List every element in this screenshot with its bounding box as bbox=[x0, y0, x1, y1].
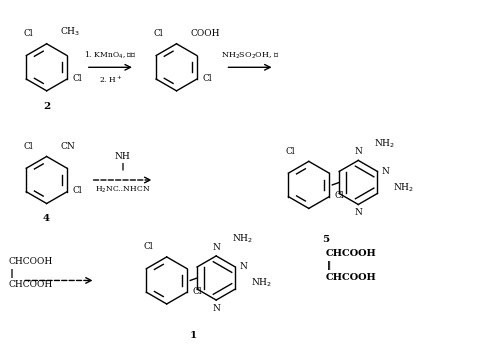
Text: N: N bbox=[354, 148, 362, 157]
Text: N: N bbox=[354, 208, 362, 217]
Text: N: N bbox=[239, 262, 247, 271]
Text: 1. KMnO$_4$, 吵啶: 1. KMnO$_4$, 吵啶 bbox=[84, 50, 136, 62]
Text: 2: 2 bbox=[43, 102, 51, 111]
Text: Cl: Cl bbox=[192, 287, 202, 296]
Text: Cl: Cl bbox=[24, 141, 33, 150]
Text: Cl: Cl bbox=[202, 73, 212, 82]
Text: NH$_2$: NH$_2$ bbox=[232, 233, 253, 245]
Text: CHCOOH: CHCOOH bbox=[9, 280, 53, 289]
Text: 1: 1 bbox=[190, 331, 198, 340]
Text: CHCOOH: CHCOOH bbox=[9, 257, 53, 266]
Text: ‖: ‖ bbox=[120, 162, 124, 170]
Text: NH: NH bbox=[114, 152, 130, 161]
Text: CHCOOH: CHCOOH bbox=[326, 249, 376, 258]
Text: N: N bbox=[212, 243, 220, 252]
Text: NH$_2$SO$_2$OH, 脲: NH$_2$SO$_2$OH, 脲 bbox=[220, 51, 280, 62]
Text: Cl: Cl bbox=[335, 191, 344, 200]
Text: CN: CN bbox=[60, 141, 75, 150]
Text: NH$_2$: NH$_2$ bbox=[251, 277, 272, 289]
Text: NH$_2$: NH$_2$ bbox=[393, 181, 414, 194]
Text: 2. H$^+$: 2. H$^+$ bbox=[98, 73, 122, 85]
Text: Cl: Cl bbox=[72, 73, 82, 82]
Text: 4: 4 bbox=[43, 214, 50, 223]
Text: Cl: Cl bbox=[24, 29, 33, 38]
Text: 5: 5 bbox=[322, 235, 330, 244]
Text: Cl: Cl bbox=[153, 29, 163, 38]
Text: Cl: Cl bbox=[72, 186, 82, 195]
Text: Cl: Cl bbox=[144, 242, 153, 251]
Text: N: N bbox=[382, 167, 389, 176]
Text: N: N bbox=[212, 304, 220, 313]
Text: COOH: COOH bbox=[190, 29, 220, 38]
Text: CH$_3$: CH$_3$ bbox=[60, 26, 80, 38]
Text: NH$_2$: NH$_2$ bbox=[374, 137, 395, 150]
Text: Cl: Cl bbox=[286, 147, 295, 156]
Text: ‖: ‖ bbox=[327, 261, 331, 270]
Text: ‖: ‖ bbox=[10, 269, 14, 278]
Text: H$_2$NC‥NHCN: H$_2$NC‥NHCN bbox=[95, 185, 150, 195]
Text: CHCOOH: CHCOOH bbox=[326, 273, 376, 282]
